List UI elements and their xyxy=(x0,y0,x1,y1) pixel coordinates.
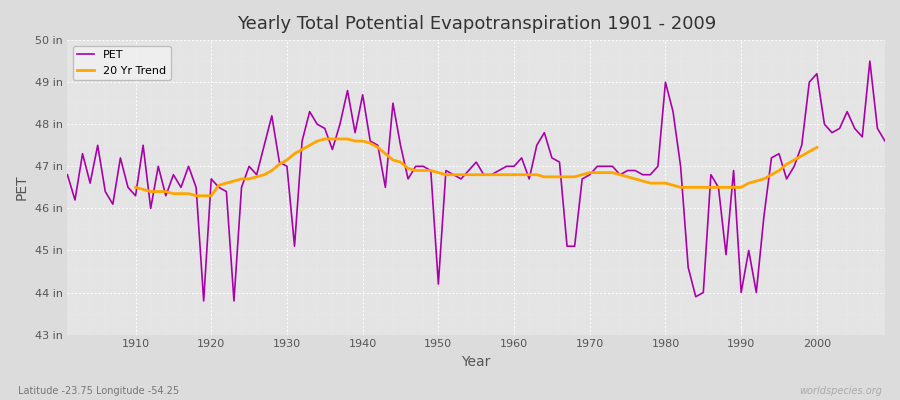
PET xyxy=(608,164,618,169)
Legend: PET, 20 Yr Trend: PET, 20 Yr Trend xyxy=(73,46,170,80)
Text: worldspecies.org: worldspecies.org xyxy=(799,386,882,396)
Y-axis label: PET: PET xyxy=(15,174,29,200)
PET xyxy=(879,139,890,144)
20 Yr Trend xyxy=(804,149,814,154)
PET xyxy=(198,298,209,303)
Text: Latitude -23.75 Longitude -54.25: Latitude -23.75 Longitude -54.25 xyxy=(18,386,179,396)
X-axis label: Year: Year xyxy=(462,355,490,369)
Line: 20 Yr Trend: 20 Yr Trend xyxy=(136,139,817,196)
20 Yr Trend xyxy=(221,181,232,186)
PET xyxy=(297,139,308,144)
20 Yr Trend xyxy=(311,139,322,144)
20 Yr Trend xyxy=(812,145,823,150)
PET xyxy=(342,88,353,93)
20 Yr Trend xyxy=(320,136,330,141)
PET xyxy=(122,185,133,190)
PET xyxy=(865,59,876,64)
PET xyxy=(508,164,519,169)
20 Yr Trend xyxy=(539,174,550,179)
Title: Yearly Total Potential Evapotranspiration 1901 - 2009: Yearly Total Potential Evapotranspiratio… xyxy=(237,15,716,33)
20 Yr Trend xyxy=(721,185,732,190)
20 Yr Trend xyxy=(297,147,308,152)
20 Yr Trend xyxy=(130,185,141,190)
20 Yr Trend xyxy=(191,193,202,198)
Line: PET: PET xyxy=(68,61,885,301)
PET xyxy=(517,156,527,160)
PET xyxy=(62,172,73,177)
